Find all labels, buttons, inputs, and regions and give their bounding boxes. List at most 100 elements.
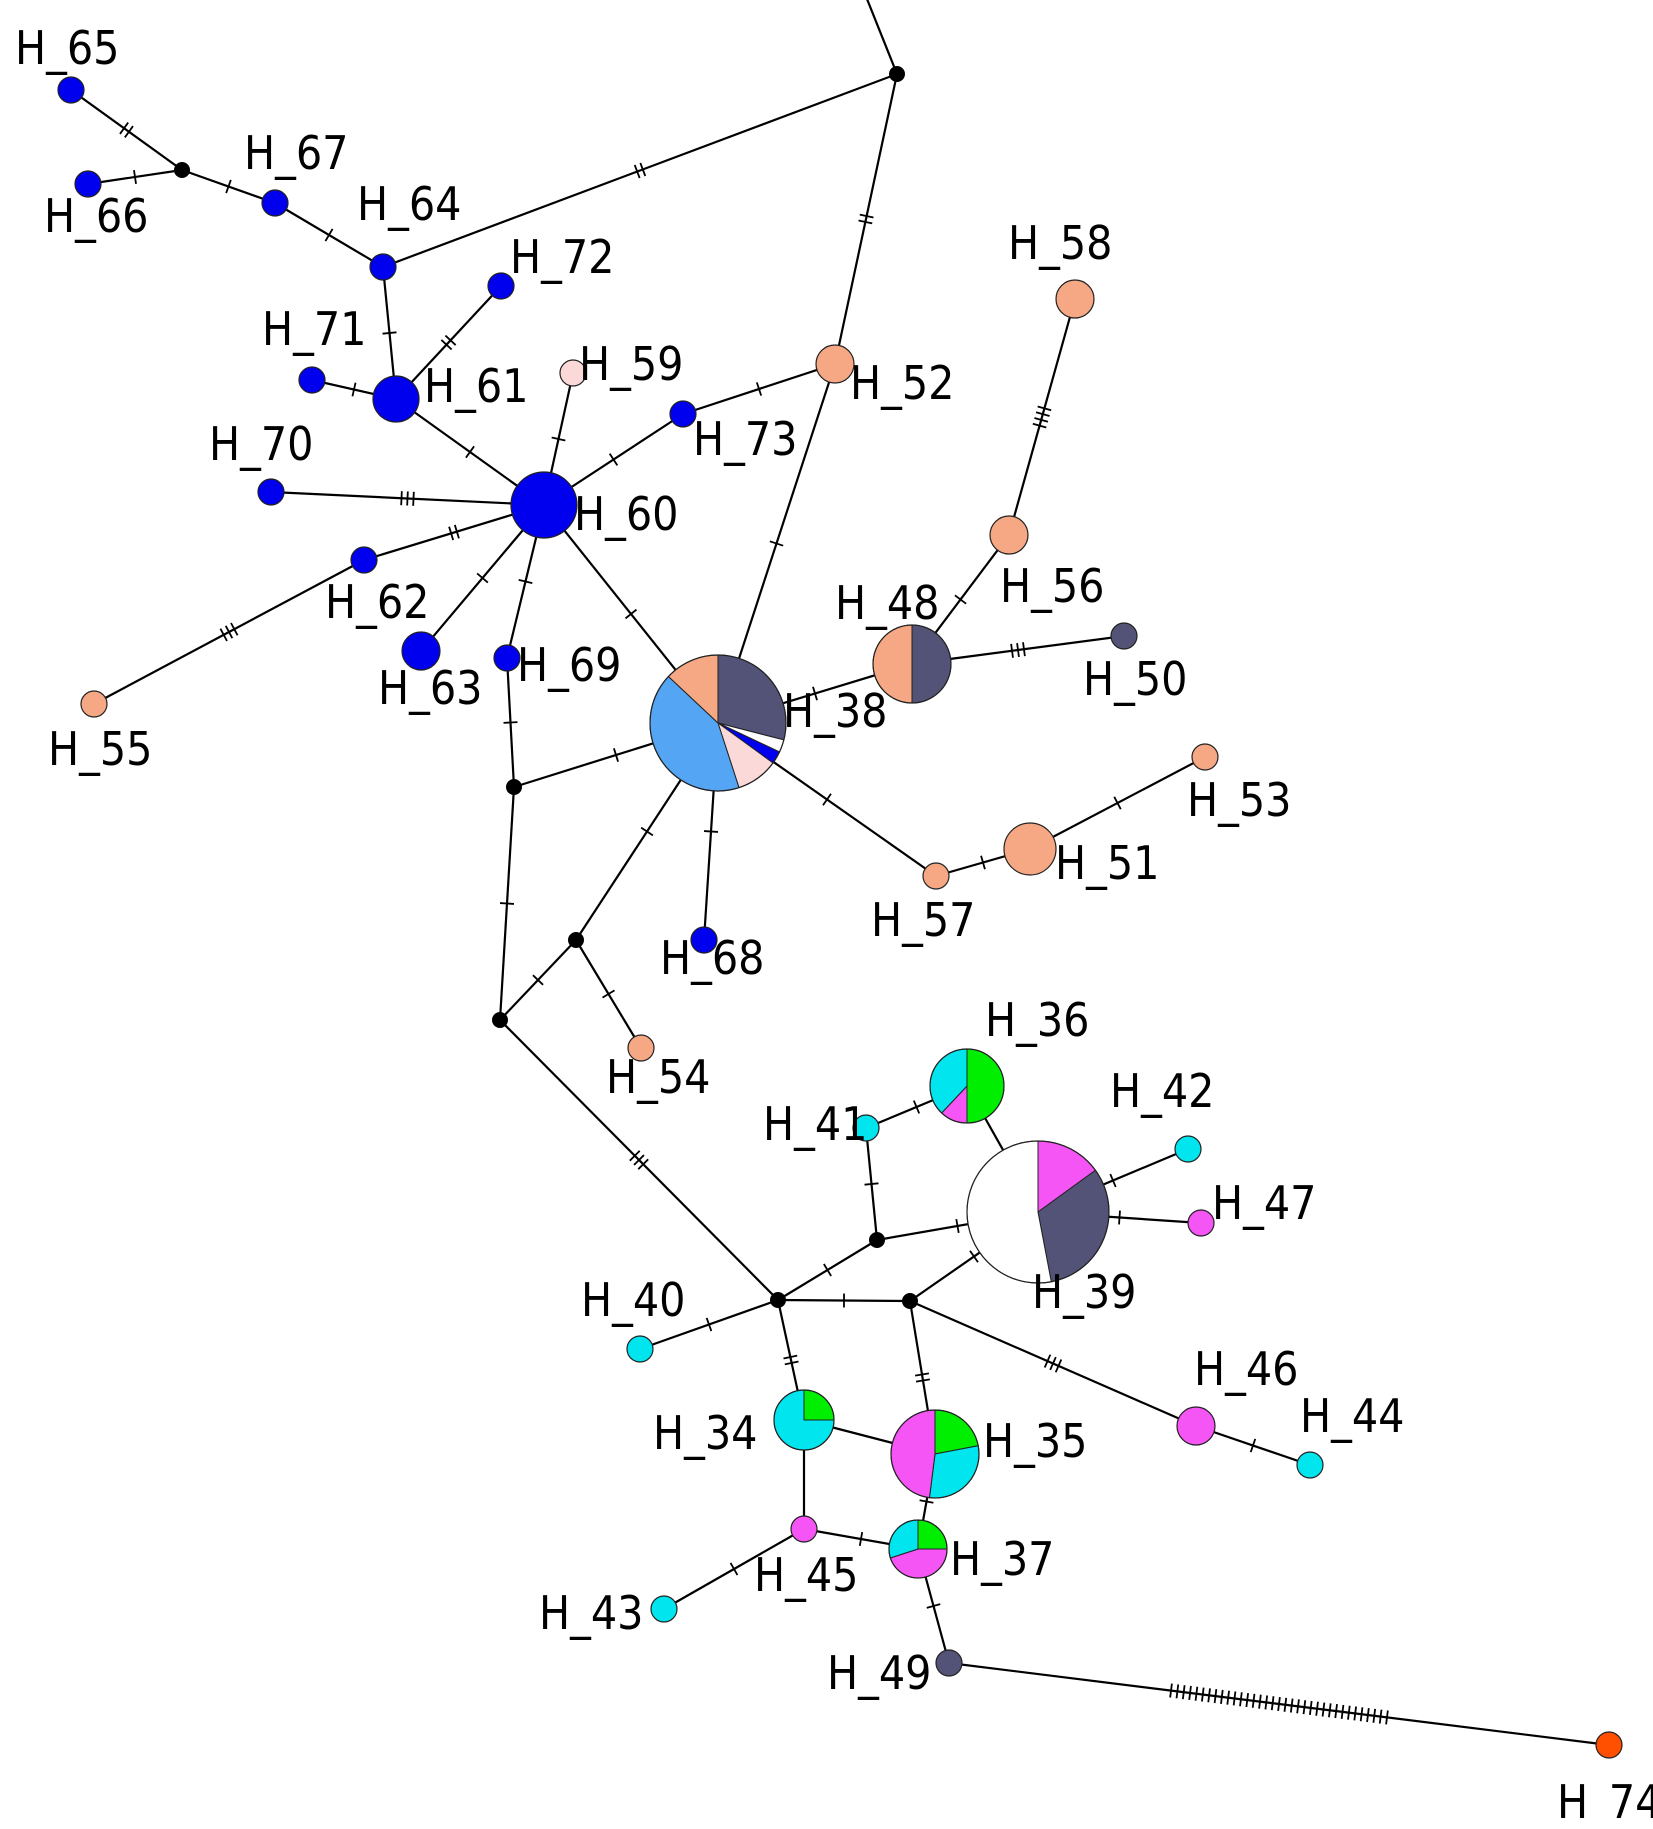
- haplotype-H_52: [816, 345, 854, 383]
- mutation-tick: [466, 446, 474, 457]
- haplotype-label: H_49: [827, 1646, 931, 1700]
- edge-H_64-mv2: [383, 74, 897, 267]
- edges-layer: [71, 0, 1609, 1745]
- edge-line: [835, 74, 897, 364]
- haplotype-label: H_39: [1032, 1265, 1136, 1319]
- haplotype-label: H_55: [48, 722, 152, 776]
- haplotype-label: H_68: [660, 931, 764, 985]
- haplotype-label: H_62: [325, 575, 429, 629]
- mutation-tick: [1329, 1703, 1331, 1717]
- pie-slice-cyan: [929, 1446, 979, 1498]
- haplotype-label: H_46: [1194, 1342, 1298, 1396]
- mutation-tick: [1234, 1692, 1236, 1706]
- haplotype-H_70: [258, 479, 284, 505]
- haplotype-H_53: [1192, 744, 1218, 770]
- mutation-tick: [1208, 1688, 1210, 1702]
- haplotype-label: H_67: [244, 126, 348, 180]
- haplotype-label: H_48: [835, 576, 939, 630]
- pie-slice-magenta: [1177, 1407, 1215, 1445]
- haplotype-H_44: [1297, 1452, 1323, 1478]
- haplotype-label: H_73: [693, 412, 797, 466]
- edge-H_60-H_70: [271, 491, 544, 506]
- haplotype-H_39: [967, 1141, 1109, 1283]
- haplotype-label: H_37: [950, 1532, 1054, 1586]
- mutation-tick: [1183, 1685, 1185, 1699]
- mutation-tick: [1278, 1697, 1280, 1711]
- haplotype-H_35: [891, 1410, 979, 1498]
- haplotype-H_38: [650, 655, 786, 791]
- haplotype-H_43: [651, 1596, 677, 1622]
- edge-H_73-H_52: [683, 364, 835, 414]
- mutation-tick: [823, 794, 831, 805]
- mutation-tick: [120, 123, 128, 134]
- median-vector-mv4: [568, 932, 584, 948]
- haplotype-label: H_72: [510, 230, 614, 284]
- mutation-tick: [1386, 1710, 1388, 1724]
- haplotype-H_62: [351, 547, 377, 573]
- mutation-tick: [325, 229, 332, 241]
- edge-H_62-H_55: [94, 560, 364, 704]
- pie-slice-navy: [936, 1650, 962, 1676]
- mutation-tick: [920, 1500, 934, 1502]
- mutation-tick: [860, 1532, 862, 1546]
- mutation-tick: [1202, 1688, 1204, 1702]
- haplotype-H_56: [990, 516, 1028, 554]
- mutation-tick: [1221, 1690, 1223, 1704]
- haplotype-H_71: [299, 367, 325, 393]
- mutation-tick: [1284, 1698, 1286, 1712]
- edge-mv4-mv5: [500, 940, 576, 1020]
- mutation-tick: [1259, 1695, 1261, 1709]
- haplotype-H_46: [1177, 1407, 1215, 1445]
- mutation-tick: [610, 454, 618, 466]
- mutation-tick: [1373, 1709, 1375, 1723]
- haplotype-label: H_34: [653, 1406, 757, 1460]
- haplotype-label: H_47: [1212, 1176, 1316, 1230]
- mutation-tick: [1272, 1696, 1274, 1710]
- mutation-tick: [1017, 643, 1019, 657]
- mutation-tick: [1310, 1701, 1312, 1715]
- mutation-tick: [1253, 1694, 1255, 1708]
- pie-slice-blue: [511, 472, 577, 538]
- edge-line: [383, 74, 897, 267]
- mutation-tick: [916, 1379, 930, 1381]
- mutation-tick: [641, 828, 653, 836]
- mutation-tick: [1023, 642, 1025, 656]
- haplotype-label: H_59: [579, 337, 683, 391]
- haplotype-H_34: [774, 1390, 834, 1450]
- haplotype-H_60: [511, 472, 577, 538]
- mutation-tick: [1380, 1710, 1382, 1724]
- haplotype-label: H_52: [850, 356, 954, 410]
- mutation-tick: [1246, 1693, 1248, 1707]
- mutation-tick: [1361, 1707, 1363, 1721]
- haplotype-label: H_41: [763, 1097, 867, 1151]
- mutation-tick: [603, 990, 615, 997]
- pie-slice-cyan: [627, 1336, 653, 1362]
- mutation-tick: [1335, 1704, 1337, 1718]
- pie-slice-blue: [373, 376, 419, 422]
- haplotype-H_64: [370, 254, 396, 280]
- pie-slice-magenta: [791, 1516, 817, 1542]
- pie-slice-salmon: [816, 345, 854, 383]
- median-vector-mv2: [889, 66, 905, 82]
- pie-slice-orange: [1596, 1732, 1622, 1758]
- haplotype-H_74: [1596, 1732, 1622, 1758]
- haplotype-H_47: [1188, 1210, 1214, 1236]
- edge-mv8-H_46: [910, 1301, 1196, 1426]
- edge-H_66-mv1: [88, 170, 182, 184]
- mutation-tick: [134, 170, 136, 184]
- haplotype-label: H_35: [983, 1414, 1087, 1468]
- mutation-tick: [1342, 1705, 1344, 1719]
- edge-mv2-H_52: [835, 74, 897, 364]
- pie-slice-magenta: [891, 1410, 935, 1498]
- mutation-tick: [1215, 1689, 1217, 1703]
- edge-H_65-mv1: [71, 90, 182, 170]
- haplotype-label: H_63: [378, 661, 482, 715]
- haplotype-H_51: [1004, 823, 1056, 875]
- haplotype-label: H_56: [1000, 559, 1104, 613]
- edge-H_49-H_74: [949, 1663, 1609, 1745]
- haplotype-H_61: [373, 376, 419, 422]
- haplotype-label: H_53: [1187, 773, 1291, 827]
- edge-mv6-mv7: [778, 1240, 877, 1300]
